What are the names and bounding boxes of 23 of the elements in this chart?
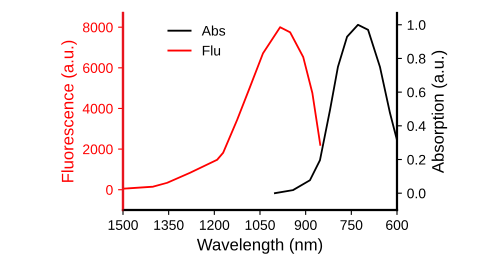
y2-tick-label: 0.8 [407,54,426,64]
y2-tick-label: 0.0 [407,188,426,198]
y-tick-label: 0 [106,185,113,195]
y2-tick-label: 0.4 [407,121,426,131]
y-tick-label: 6000 [83,63,113,73]
x-tick-label: 900 [294,220,317,230]
x-tick-label: 750 [340,220,362,230]
legend-label: Abs [202,25,226,36]
legend-label: Flu [202,45,220,56]
y2-tick-label: 0.6 [407,87,426,98]
x-tick-label: 1200 [200,220,230,230]
y2-axis-title: Absorption (a.u.) [432,50,448,174]
x-tick-label: 600 [386,220,408,230]
y-tick-label: 2000 [83,144,113,154]
y-axis-title: Fluorescence (a.u.) [61,40,77,182]
y2-tick-label: 0.2 [407,154,426,165]
x-tick-label: 1050 [246,220,275,230]
x-tick-label: 1350 [154,220,184,230]
x-tick-label: 1500 [108,220,138,230]
y-tick-label: 4000 [82,104,113,114]
x-axis-title: Wavelength (nm) [196,238,322,254]
y-tick-label: 8000 [82,22,113,32]
y2-tick-label: 1.0 [408,20,426,30]
